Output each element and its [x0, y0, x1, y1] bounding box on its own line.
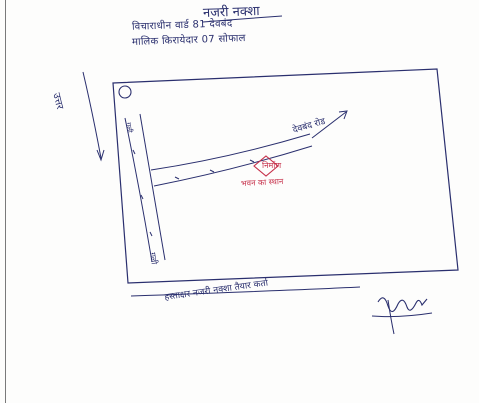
site-marker-label: निर्माण: [262, 161, 282, 170]
footer-underline: [130, 286, 361, 297]
main-road: [150, 110, 348, 187]
site-diamond: [253, 155, 279, 177]
title-underline: [202, 15, 283, 23]
map-border: [112, 68, 459, 284]
handwritten-signature: [371, 297, 433, 335]
page-margin-line: [5, 0, 6, 403]
lane-vertical: [124, 113, 166, 263]
lane-start-circle: [118, 85, 132, 99]
lane-label-top: गली: [124, 121, 134, 134]
north-arrow: [82, 71, 105, 162]
lane-label-bottom: गली: [148, 251, 159, 265]
